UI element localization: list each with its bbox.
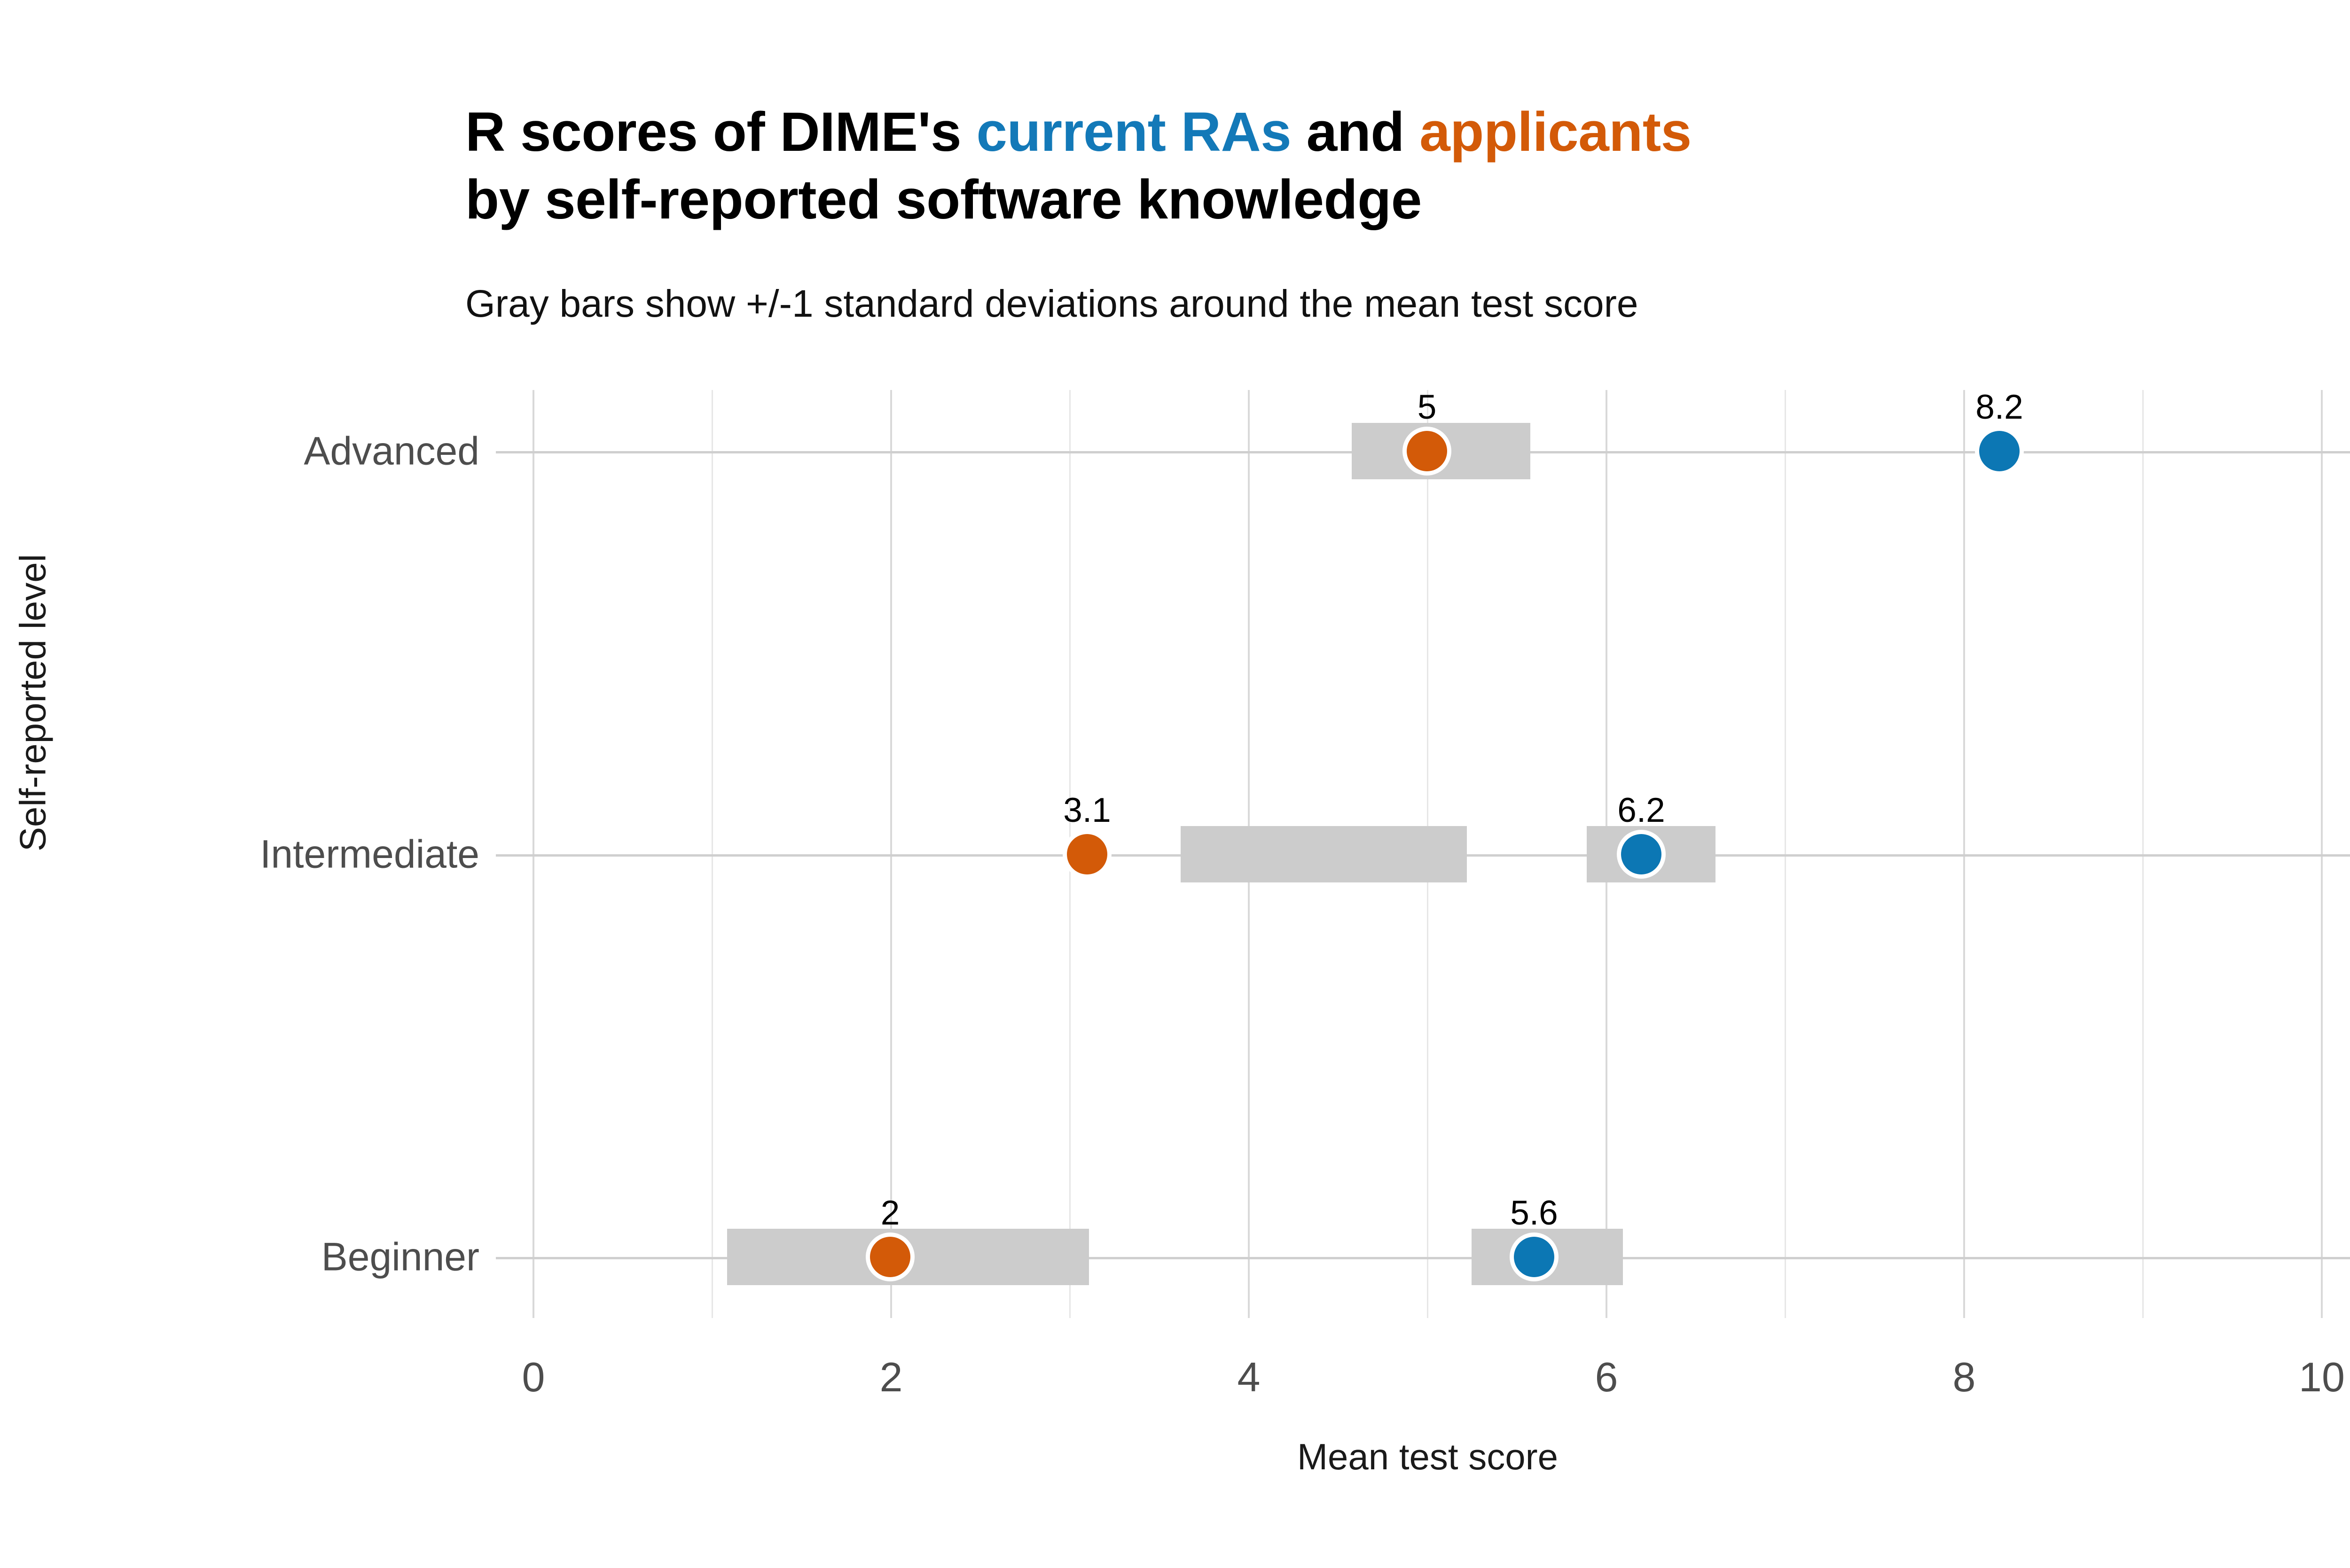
chart-title-block: R scores of DIME's current RAs and appli… (465, 99, 2350, 234)
chart-title-line-2: by self-reported software knowledge (465, 168, 1422, 231)
label-intermediate-applicants: 3.1 (1063, 791, 1111, 829)
x-tick-4: 4 (1237, 1354, 1261, 1400)
x-tick-6: 6 (1595, 1354, 1618, 1400)
point-intermediate-ras[interactable] (1621, 834, 1661, 874)
point-advanced-ras[interactable] (1979, 431, 2020, 471)
gridline-x-0 (533, 390, 534, 1318)
gridline-x-7 (1785, 390, 1786, 1318)
y-tick-beginner: Beginner (321, 1234, 479, 1279)
gridline-x-10 (2321, 390, 2323, 1318)
x-tick-0: 0 (522, 1354, 545, 1400)
title-segment-current-ras: current RAs (976, 101, 1292, 163)
label-advanced-applicants: 5 (1417, 388, 1437, 426)
y-tick-advanced: Advanced (304, 429, 479, 473)
title-segment-plain-2: and (1291, 101, 1420, 163)
y-axis-tick-labels: Advanced Intermediate Beginner (0, 390, 479, 1318)
label-advanced-ras: 8.2 (1975, 388, 2023, 426)
y-axis-title: Self-reported level (12, 554, 54, 851)
point-intermediate-applicants[interactable] (1067, 834, 1107, 874)
gridline-x-8 (1963, 390, 1965, 1318)
sd-bar-intermediate-applicants (1181, 826, 1467, 882)
label-beginner-ras: 5.6 (1510, 1194, 1558, 1232)
x-axis-title: Mean test score (1297, 1436, 1558, 1477)
gridline-x-1 (712, 390, 713, 1318)
gridline-x-2 (890, 390, 892, 1318)
x-tick-2: 2 (879, 1354, 903, 1400)
title-segment-plain-1: R scores of DIME's (465, 101, 977, 163)
label-beginner-applicants: 2 (880, 1194, 900, 1232)
gridline-x-9 (2142, 390, 2144, 1318)
x-axis-tick-labels: 0 2 4 6 8 10 (496, 1353, 2350, 1410)
x-tick-10: 10 (2299, 1354, 2345, 1400)
plot-area: 5 8.2 3.1 6.2 2 5.6 (496, 388, 2350, 1318)
gridline-row-beginner (496, 1257, 2350, 1259)
y-tick-intermediate: Intermediate (260, 832, 479, 876)
point-advanced-applicants[interactable] (1407, 431, 1447, 471)
x-tick-8: 8 (1952, 1354, 1976, 1400)
title-segment-applicants: applicants (1419, 101, 1692, 163)
point-beginner-ras[interactable] (1514, 1237, 1554, 1277)
point-beginner-applicants[interactable] (870, 1237, 910, 1277)
chart-title-line-1: R scores of DIME's current RAs and appli… (465, 99, 2350, 166)
label-intermediate-ras: 6.2 (1617, 791, 1665, 829)
chart-subtitle: Gray bars show +/-1 standard deviations … (465, 282, 1638, 325)
